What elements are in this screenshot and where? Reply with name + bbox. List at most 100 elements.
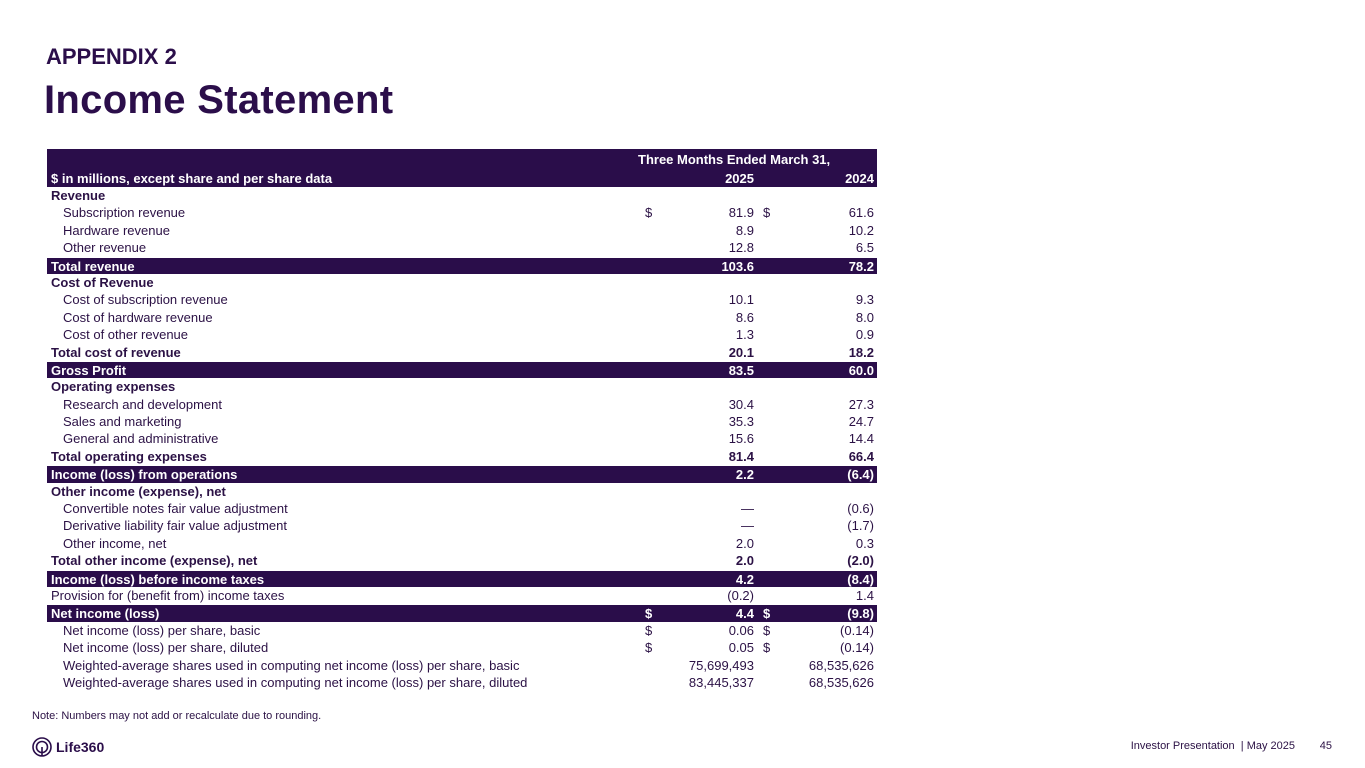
value-2024: 1.4 xyxy=(855,587,874,603)
logo-icon xyxy=(32,737,52,757)
value-2024: 78.2 xyxy=(848,258,874,274)
value-2024: (1.7) xyxy=(847,518,874,534)
currency-2025: $ xyxy=(645,205,653,221)
footnote: Note: Numbers may not add or recalculate… xyxy=(32,710,322,722)
row-label: Revenue xyxy=(51,188,106,203)
value-2025: 0.06 xyxy=(728,622,754,638)
table-row: Gross Profit 83.5 60.0 xyxy=(47,360,877,379)
row-label: Weighted-average shares used in computin… xyxy=(63,674,528,690)
value-2024: 0.3 xyxy=(855,535,874,551)
currency-2025: $ xyxy=(645,622,653,638)
value-2024: 27.3 xyxy=(848,396,874,412)
value-2024: 10.2 xyxy=(848,222,874,238)
row-label: Cost of Revenue xyxy=(51,274,154,290)
footer-presentation: Investor Presentation | May 2025 xyxy=(1130,740,1295,752)
table-row: Total operating expenses 81.4 66.4 xyxy=(47,448,877,465)
value-2024: 6.5 xyxy=(855,240,874,256)
value-2024: 68,535,626 xyxy=(808,657,874,673)
value-2025: 4.4 xyxy=(735,606,754,622)
value-2024: (0.14) xyxy=(840,640,874,656)
row-label: General and administrative xyxy=(63,431,219,447)
table-row: Total other income (expense), net 2.0 (2.0… xyxy=(47,552,877,569)
row-label: Total cost of revenue xyxy=(51,344,181,360)
currency-2024: $ xyxy=(763,622,771,638)
value-2024: (0.14) xyxy=(840,622,874,638)
table-row: Other income (expense), net xyxy=(47,483,877,500)
currency-2025: $ xyxy=(645,606,653,622)
table-body: Revenue Subscription revenue $81.9 $61.6 Har… xyxy=(47,187,877,691)
value-2025: 8.9 xyxy=(735,222,754,238)
value-2025: 2.0 xyxy=(735,553,754,569)
life360-logo: Life360 xyxy=(32,737,104,757)
value-2024: (9.8) xyxy=(847,606,874,622)
row-label: Total operating expenses xyxy=(51,448,207,464)
table-row: Income (loss) before income taxes 4.2 (8.4… xyxy=(47,569,877,587)
period-label: Three Months Ended March 31, xyxy=(638,152,831,167)
value-2025: — xyxy=(741,501,754,517)
table-row: Income (loss) from operations 2.2 (6.4) xyxy=(47,465,877,483)
row-label: Provision for (benefit from) income taxe… xyxy=(51,587,285,603)
value-2024: (0.6) xyxy=(847,501,874,517)
value-2025: 2.0 xyxy=(735,535,754,551)
page-number: 45 xyxy=(1319,740,1332,752)
value-2025: 81.9 xyxy=(728,205,754,221)
table-row: Sales and marketing 35.3 24.7 xyxy=(47,413,877,430)
value-2024: 60.0 xyxy=(848,362,874,378)
row-label: Cost of hardware revenue xyxy=(63,309,213,325)
value-2025: 35.3 xyxy=(728,414,754,430)
table-header: Three Months Ended March 31, $ in millio… xyxy=(47,149,877,187)
table-row: Other revenue 12.8 6.5 xyxy=(47,239,877,256)
value-2025: 8.6 xyxy=(735,309,754,325)
row-label: Total other income (expense), net xyxy=(51,553,258,569)
table-row: Cost of hardware revenue 8.6 8.0 xyxy=(47,309,877,326)
row-label: Net income (loss) xyxy=(51,606,160,622)
row-label: Other revenue xyxy=(63,240,147,256)
currency-2024: $ xyxy=(763,606,771,622)
row-label: Gross Profit xyxy=(51,362,127,378)
value-2024: 18.2 xyxy=(848,344,874,360)
table-row: Net income (loss) per share, diluted $0.0… xyxy=(47,639,877,656)
currency-2024: $ xyxy=(763,640,771,656)
row-label: Hardware revenue xyxy=(63,222,170,238)
value-2025: 30.4 xyxy=(728,396,754,412)
table-row: Cost of subscription revenue 10.1 9.3 xyxy=(47,291,877,308)
value-2025: 1.3 xyxy=(735,327,754,343)
table-row: Hardware revenue 8.9 10.2 xyxy=(47,222,877,239)
logo-text: Life360 xyxy=(56,739,105,755)
table-row: Operating expenses xyxy=(47,378,877,395)
table-row: Cost of other revenue 1.3 0.9 xyxy=(47,326,877,343)
value-2024: 68,535,626 xyxy=(808,674,874,690)
table-row: Net income (loss) $4.4 $ (9.8) xyxy=(47,604,877,622)
row-label: Total revenue xyxy=(51,258,135,274)
table-row: Research and development 30.4 27.3 xyxy=(47,396,877,413)
value-2025: 15.6 xyxy=(728,431,754,447)
table-row: Weighted-average shares used in computin… xyxy=(47,674,877,691)
page-title: Income Statement xyxy=(44,78,394,122)
value-2024: 61.6 xyxy=(848,205,874,221)
row-label: Derivative liability fair value adjustme… xyxy=(63,518,287,534)
value-2025: 75,699,493 xyxy=(688,657,754,673)
value-2024: (2.0) xyxy=(847,553,874,569)
row-label: Research and development xyxy=(63,396,222,412)
table-row: Total cost of revenue 20.1 18.2 xyxy=(47,344,877,361)
value-2024: (8.4) xyxy=(847,571,874,587)
value-2024: 0.9 xyxy=(855,327,874,343)
row-label: Other income, net xyxy=(63,535,167,551)
row-label: Cost of subscription revenue xyxy=(63,292,228,308)
units-label: $ in millions, except share and per shar… xyxy=(51,171,333,186)
value-2025: 4.2 xyxy=(735,571,754,587)
value-2025: 2.2 xyxy=(735,467,754,483)
year-2024: 2024 xyxy=(845,171,874,186)
value-2025: 83.5 xyxy=(728,362,754,378)
row-label: Net income (loss) per share, basic xyxy=(63,622,261,638)
section-supertitle: APPENDIX 2 xyxy=(46,44,177,69)
table-row: Derivative liability fair value adjustme… xyxy=(47,517,877,534)
row-label: Operating expenses xyxy=(51,379,176,395)
currency-2024: $ xyxy=(763,205,771,221)
row-label: Cost of other revenue xyxy=(63,327,189,343)
table-row: Subscription revenue $81.9 $61.6 xyxy=(47,204,877,221)
table-row: Convertible notes fair value adjustment —… xyxy=(47,500,877,517)
table-row: Provision for (benefit from) income taxe… xyxy=(47,587,877,604)
value-2024: 24.7 xyxy=(848,414,874,430)
value-2024: (6.4) xyxy=(847,467,874,483)
